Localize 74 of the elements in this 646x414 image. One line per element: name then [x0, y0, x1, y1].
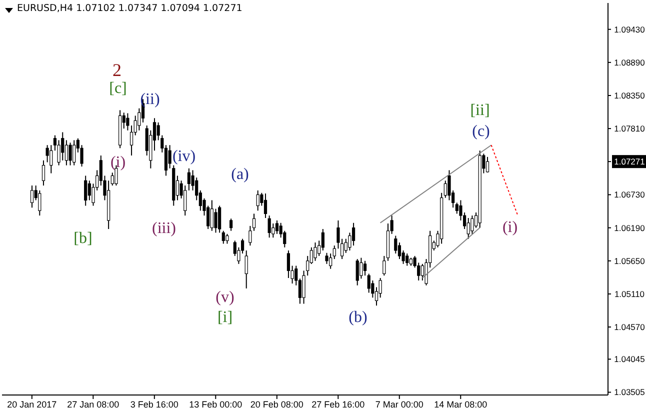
candlestick: [332, 245, 336, 260]
annotation: (i): [109, 153, 127, 173]
candlestick: [210, 200, 214, 232]
candlestick: [286, 250, 290, 279]
candlestick: [222, 230, 225, 244]
candlestick: [30, 185, 34, 208]
candlestick: [360, 257, 363, 280]
annotation: (iv): [171, 147, 197, 167]
x-tick-label: 27 Jan 08:00: [67, 399, 120, 410]
candlestick: [406, 253, 409, 266]
x-tick-label: 13 Feb 00:00: [189, 399, 242, 410]
candlestick: [42, 160, 46, 186]
annotation: (iii): [151, 219, 177, 239]
x-tick-label: 27 Feb 16:00: [312, 399, 365, 410]
candlestick: [218, 205, 222, 234]
candlestick: [382, 255, 386, 276]
y-tick-label: 1.04570: [614, 322, 646, 332]
candlestick: [329, 253, 332, 270]
y-tick-label: 1.03505: [614, 387, 646, 398]
candlestick: [214, 208, 218, 234]
candlestick: [84, 175, 88, 206]
candlestick: [268, 215, 271, 238]
annotation: [i]: [216, 308, 234, 328]
candlestick: [398, 242, 402, 260]
y-tick-label: 1.05650: [614, 256, 646, 266]
annotation: [c]: [109, 80, 127, 97]
annotation: (c): [471, 122, 491, 142]
candlestick: [352, 222, 356, 246]
y-tick-label: 1.06190: [614, 222, 646, 233]
annotation: 2: [112, 60, 122, 80]
candlestick: [486, 156, 490, 173]
candlestick: [466, 217, 470, 240]
candlestick: [363, 260, 367, 276]
y-tick-label: 1.04045: [614, 354, 646, 364]
candlestick: [38, 190, 42, 216]
candlestick: [72, 140, 76, 166]
candlestick: [110, 172, 114, 186]
candlestick: [244, 250, 248, 289]
y-tick-label: 1.06730: [614, 190, 646, 200]
annotation: (a): [230, 165, 250, 185]
candlestick: [356, 258, 359, 286]
annotation: [ii]: [469, 101, 491, 121]
y-tick-label: 1.05110: [614, 288, 645, 299]
x-tick-label: 14 Mar 08:00: [434, 399, 488, 410]
y-tick-label: 1.07271: [614, 156, 646, 167]
candlestick: [394, 235, 398, 254]
candlestick: [420, 263, 424, 281]
x-tick-label: 7 Mar 00:00: [375, 399, 424, 410]
candlestick: [187, 168, 190, 191]
candlestick: [367, 273, 370, 294]
x-tick-label: 20 Feb 08:00: [250, 399, 304, 410]
candlestick: [378, 278, 382, 298]
candlestick: [229, 218, 233, 232]
annotation: (v): [214, 288, 236, 308]
candlestick: [50, 144, 53, 174]
candlestick: [68, 142, 72, 166]
x-tick-label: 20 Jan 2017: [7, 399, 57, 410]
candlestick: [64, 140, 68, 166]
annotation: (ii): [140, 91, 160, 108]
y-tick-label: 1.08350: [614, 90, 646, 100]
annotation: [b]: [72, 229, 94, 249]
y-tick-label: 1.09430: [614, 24, 646, 34]
x-tick-label: 3 Feb 16:00: [130, 399, 178, 410]
candlestick: [226, 233, 229, 244]
candlestick: [275, 220, 279, 234]
candlestick: [321, 228, 324, 251]
candlestick: [256, 190, 260, 212]
chart-title: EURUSD,H4 1.07102 1.07347 1.07094 1.07271: [17, 3, 242, 14]
y-tick-label: 1.08890: [614, 57, 646, 68]
annotation: (i): [501, 218, 519, 238]
candlestick: [264, 192, 268, 218]
annotation: (b): [348, 308, 368, 328]
y-tick-label: 1.07810: [614, 124, 646, 134]
candlestick: [314, 242, 317, 262]
